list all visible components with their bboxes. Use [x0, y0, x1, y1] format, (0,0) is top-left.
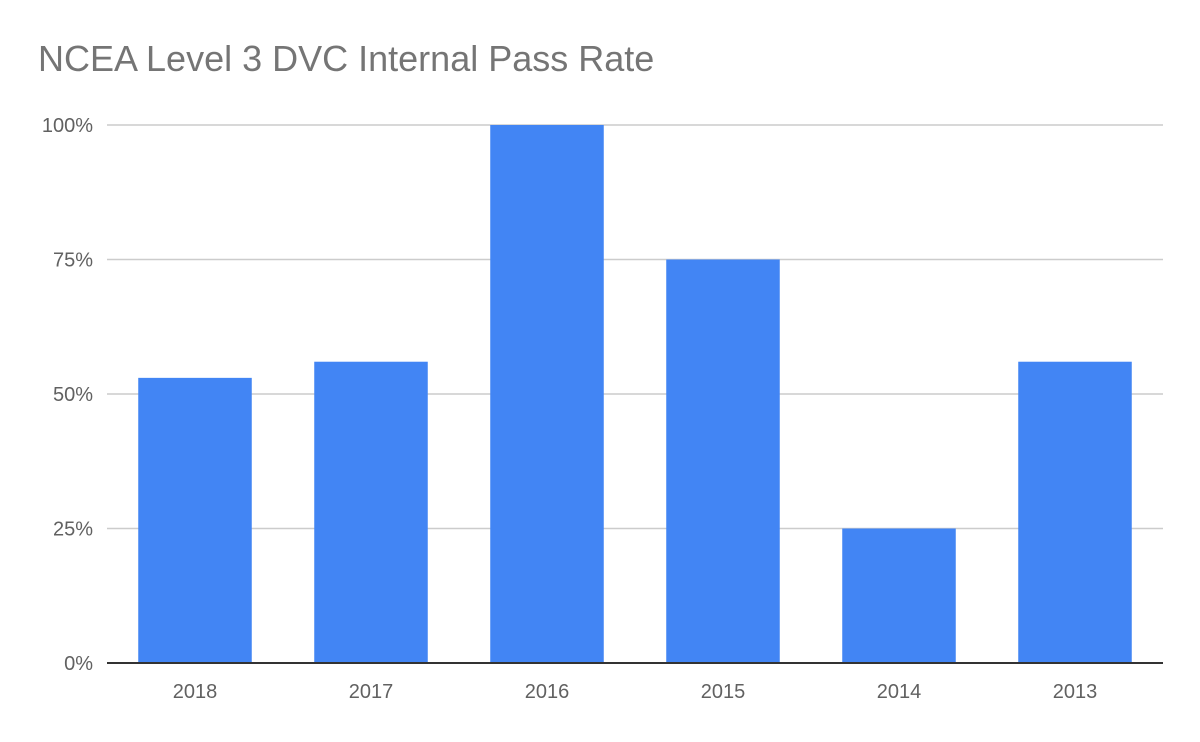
x-tick-label: 2018: [173, 681, 218, 703]
y-tick-label: 50%: [53, 384, 93, 406]
bar-2014: [842, 528, 956, 663]
x-tick-label: 2016: [525, 681, 570, 703]
gridlines: [107, 124, 1163, 530]
y-tick-label: 100%: [42, 115, 93, 137]
bar-2017: [314, 361, 428, 663]
x-tick-label: 2017: [349, 681, 394, 703]
bar-2013: [1018, 361, 1132, 663]
x-axis-tick-labels: 2018 2017 2016 2015 2014 2013: [173, 681, 1098, 703]
y-tick-label: 0%: [64, 653, 93, 675]
bar-2016: [490, 125, 604, 663]
bar-2015: [666, 259, 780, 663]
y-tick-label: 75%: [53, 250, 93, 272]
x-tick-label: 2013: [1053, 681, 1098, 703]
y-axis-tick-labels: 0% 25% 50% 75% 100%: [42, 115, 93, 675]
x-tick-label: 2014: [877, 681, 922, 703]
chart-title: NCEA Level 3 DVC Internal Pass Rate: [38, 38, 655, 79]
x-tick-label: 2015: [701, 681, 746, 703]
y-tick-label: 25%: [53, 519, 93, 541]
bars: [138, 125, 1132, 663]
bar-2018: [138, 377, 252, 663]
